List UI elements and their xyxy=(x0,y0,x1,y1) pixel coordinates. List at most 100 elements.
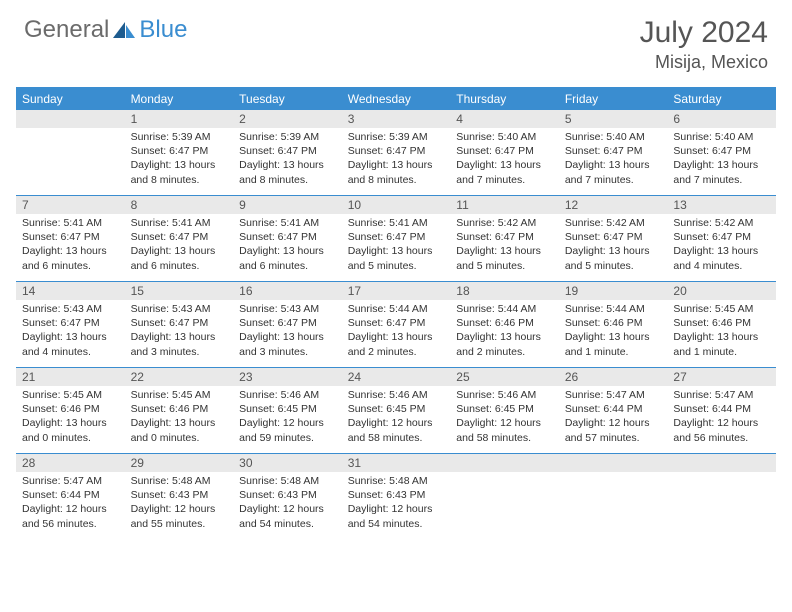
day-number: 11 xyxy=(450,196,559,214)
sunset-line: Sunset: 6:47 PM xyxy=(456,144,553,158)
sunrise-line: Sunrise: 5:47 AM xyxy=(22,474,119,488)
day-number: 15 xyxy=(125,282,234,300)
day-body: Sunrise: 5:41 AMSunset: 6:47 PMDaylight:… xyxy=(233,214,342,273)
day-body: Sunrise: 5:44 AMSunset: 6:46 PMDaylight:… xyxy=(450,300,559,359)
empty-cell xyxy=(559,453,668,539)
daylight-line: Daylight: 13 hours and 8 minutes. xyxy=(239,158,336,186)
daylight-line: Daylight: 12 hours and 55 minutes. xyxy=(131,502,228,530)
day-body: Sunrise: 5:47 AMSunset: 6:44 PMDaylight:… xyxy=(667,386,776,445)
day-body: Sunrise: 5:39 AMSunset: 6:47 PMDaylight:… xyxy=(342,128,451,187)
day-number: 28 xyxy=(16,454,125,472)
day-body: Sunrise: 5:47 AMSunset: 6:44 PMDaylight:… xyxy=(16,472,125,531)
daylight-line: Daylight: 13 hours and 7 minutes. xyxy=(565,158,662,186)
sunrise-line: Sunrise: 5:47 AM xyxy=(565,388,662,402)
day-cell: 5Sunrise: 5:40 AMSunset: 6:47 PMDaylight… xyxy=(559,109,668,195)
day-body: Sunrise: 5:47 AMSunset: 6:44 PMDaylight:… xyxy=(559,386,668,445)
day-body: Sunrise: 5:48 AMSunset: 6:43 PMDaylight:… xyxy=(233,472,342,531)
day-number: 27 xyxy=(667,368,776,386)
sunrise-line: Sunrise: 5:43 AM xyxy=(22,302,119,316)
daylight-line: Daylight: 12 hours and 58 minutes. xyxy=(456,416,553,444)
day-body: Sunrise: 5:42 AMSunset: 6:47 PMDaylight:… xyxy=(450,214,559,273)
sunrise-line: Sunrise: 5:43 AM xyxy=(239,302,336,316)
sunset-line: Sunset: 6:46 PM xyxy=(131,402,228,416)
day-body: Sunrise: 5:39 AMSunset: 6:47 PMDaylight:… xyxy=(125,128,234,187)
logo-text-blue: Blue xyxy=(139,16,187,44)
sunrise-line: Sunrise: 5:41 AM xyxy=(348,216,445,230)
daylight-line: Daylight: 13 hours and 6 minutes. xyxy=(239,244,336,272)
sunset-line: Sunset: 6:47 PM xyxy=(456,230,553,244)
daylight-line: Daylight: 12 hours and 56 minutes. xyxy=(673,416,770,444)
day-cell: 11Sunrise: 5:42 AMSunset: 6:47 PMDayligh… xyxy=(450,195,559,281)
sunset-line: Sunset: 6:44 PM xyxy=(565,402,662,416)
day-cell: 10Sunrise: 5:41 AMSunset: 6:47 PMDayligh… xyxy=(342,195,451,281)
weekday-header-row: Sunday Monday Tuesday Wednesday Thursday… xyxy=(16,89,776,109)
daylight-line: Daylight: 13 hours and 5 minutes. xyxy=(565,244,662,272)
sunset-line: Sunset: 6:46 PM xyxy=(565,316,662,330)
sunset-line: Sunset: 6:47 PM xyxy=(131,230,228,244)
sunrise-line: Sunrise: 5:46 AM xyxy=(239,388,336,402)
day-cell: 25Sunrise: 5:46 AMSunset: 6:45 PMDayligh… xyxy=(450,367,559,453)
sunrise-line: Sunrise: 5:48 AM xyxy=(348,474,445,488)
day-number: 17 xyxy=(342,282,451,300)
day-body: Sunrise: 5:42 AMSunset: 6:47 PMDaylight:… xyxy=(559,214,668,273)
sunset-line: Sunset: 6:47 PM xyxy=(673,144,770,158)
weekday-monday: Monday xyxy=(125,89,234,109)
sunrise-line: Sunrise: 5:41 AM xyxy=(239,216,336,230)
sunrise-line: Sunrise: 5:39 AM xyxy=(348,130,445,144)
sunset-line: Sunset: 6:47 PM xyxy=(565,230,662,244)
day-number: 9 xyxy=(233,196,342,214)
day-number: 4 xyxy=(450,110,559,128)
day-body: Sunrise: 5:45 AMSunset: 6:46 PMDaylight:… xyxy=(125,386,234,445)
day-number: 13 xyxy=(667,196,776,214)
day-cell: 9Sunrise: 5:41 AMSunset: 6:47 PMDaylight… xyxy=(233,195,342,281)
sunrise-line: Sunrise: 5:44 AM xyxy=(565,302,662,316)
day-cell: 17Sunrise: 5:44 AMSunset: 6:47 PMDayligh… xyxy=(342,281,451,367)
day-body: Sunrise: 5:45 AMSunset: 6:46 PMDaylight:… xyxy=(667,300,776,359)
sunset-line: Sunset: 6:45 PM xyxy=(456,402,553,416)
day-number: 14 xyxy=(16,282,125,300)
weekday-wednesday: Wednesday xyxy=(342,89,451,109)
sunset-line: Sunset: 6:47 PM xyxy=(131,316,228,330)
sunrise-line: Sunrise: 5:46 AM xyxy=(348,388,445,402)
day-body: Sunrise: 5:41 AMSunset: 6:47 PMDaylight:… xyxy=(342,214,451,273)
title-block: July 2024 Misija, Mexico xyxy=(640,16,768,73)
day-body: Sunrise: 5:41 AMSunset: 6:47 PMDaylight:… xyxy=(125,214,234,273)
daylight-line: Daylight: 13 hours and 1 minute. xyxy=(565,330,662,358)
daylight-line: Daylight: 13 hours and 8 minutes. xyxy=(131,158,228,186)
sunset-line: Sunset: 6:43 PM xyxy=(239,488,336,502)
month-year: July 2024 xyxy=(640,16,768,50)
calendar: Sunday Monday Tuesday Wednesday Thursday… xyxy=(16,87,776,539)
day-number: 26 xyxy=(559,368,668,386)
sunset-line: Sunset: 6:45 PM xyxy=(348,402,445,416)
day-body: Sunrise: 5:43 AMSunset: 6:47 PMDaylight:… xyxy=(233,300,342,359)
day-body: Sunrise: 5:41 AMSunset: 6:47 PMDaylight:… xyxy=(16,214,125,273)
day-cell: 16Sunrise: 5:43 AMSunset: 6:47 PMDayligh… xyxy=(233,281,342,367)
logo-sail-icon xyxy=(111,20,137,40)
day-body: Sunrise: 5:40 AMSunset: 6:47 PMDaylight:… xyxy=(450,128,559,187)
weekday-tuesday: Tuesday xyxy=(233,89,342,109)
sunrise-line: Sunrise: 5:41 AM xyxy=(22,216,119,230)
day-body: Sunrise: 5:43 AMSunset: 6:47 PMDaylight:… xyxy=(16,300,125,359)
daylight-line: Daylight: 12 hours and 57 minutes. xyxy=(565,416,662,444)
day-number: 16 xyxy=(233,282,342,300)
sunset-line: Sunset: 6:46 PM xyxy=(22,402,119,416)
day-cell: 26Sunrise: 5:47 AMSunset: 6:44 PMDayligh… xyxy=(559,367,668,453)
day-number: 24 xyxy=(342,368,451,386)
daylight-line: Daylight: 13 hours and 7 minutes. xyxy=(456,158,553,186)
day-number: 19 xyxy=(559,282,668,300)
sunset-line: Sunset: 6:47 PM xyxy=(239,144,336,158)
day-cell: 28Sunrise: 5:47 AMSunset: 6:44 PMDayligh… xyxy=(16,453,125,539)
sunrise-line: Sunrise: 5:40 AM xyxy=(673,130,770,144)
daylight-line: Daylight: 13 hours and 6 minutes. xyxy=(131,244,228,272)
daylight-line: Daylight: 12 hours and 59 minutes. xyxy=(239,416,336,444)
day-number: 8 xyxy=(125,196,234,214)
weekday-friday: Friday xyxy=(559,89,668,109)
sunset-line: Sunset: 6:47 PM xyxy=(22,230,119,244)
day-number: 31 xyxy=(342,454,451,472)
day-body: Sunrise: 5:46 AMSunset: 6:45 PMDaylight:… xyxy=(450,386,559,445)
daylight-line: Daylight: 12 hours and 56 minutes. xyxy=(22,502,119,530)
day-number: 22 xyxy=(125,368,234,386)
sunset-line: Sunset: 6:47 PM xyxy=(565,144,662,158)
sunset-line: Sunset: 6:47 PM xyxy=(131,144,228,158)
day-cell: 1Sunrise: 5:39 AMSunset: 6:47 PMDaylight… xyxy=(125,109,234,195)
